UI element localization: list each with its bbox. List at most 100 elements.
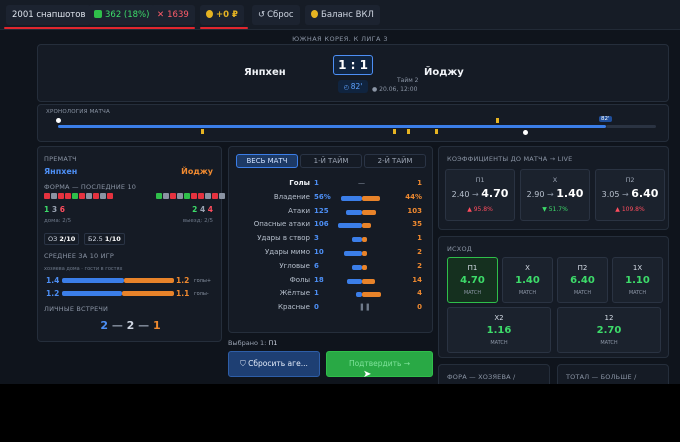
stat-away-value: 1: [417, 179, 422, 187]
prematch-odds-card[interactable]: П1 2.40 → 4.70 ▲ 95.8%: [445, 169, 515, 221]
timeline-remaining: [606, 125, 656, 128]
arrow-right-icon: →: [469, 190, 482, 199]
odds-card-change: 3.05 → 6.40: [596, 187, 664, 200]
confirm-button[interactable]: Подтвердить →: [326, 351, 433, 377]
timeline-marker: 82': [599, 116, 612, 122]
averages-title: СРЕДНЕЕ ЗА 10 ИГР: [44, 252, 114, 260]
btts-chip[interactable]: Б2.5 1/10: [84, 233, 125, 245]
stat-row: Жёлтые 1 4: [229, 289, 434, 301]
pause-icon: ❚❚: [359, 303, 371, 312]
odds-delta: ▲ 109.8%: [615, 206, 645, 213]
stat-home-bar: [338, 223, 362, 229]
cross-icon: ✕: [157, 10, 165, 20]
total-panel: ТОТАЛ — БОЛЬШЕ /: [557, 364, 669, 384]
stat-separator: —: [358, 179, 365, 187]
tab-full-match[interactable]: ВЕСЬ МАТЧ: [236, 154, 298, 168]
tab-second-half[interactable]: 2-Й ТАЙМ: [364, 154, 426, 168]
outcome-odds-button[interactable]: П2 6.40 MATCH: [557, 257, 608, 303]
stat-label: Голы: [289, 179, 310, 187]
stat-away-value: 2: [417, 261, 422, 270]
snapshots-counter[interactable]: 2001 снапшотов: [6, 5, 92, 25]
away-avg-against-bar: [122, 291, 174, 296]
profit-counter[interactable]: +0 ₽: [200, 5, 244, 25]
balance-toggle[interactable]: Баланс ВКЛ: [305, 5, 380, 25]
stat-home-value: 0: [314, 303, 319, 312]
handicap-panel: ФОРА — ХОЗЯЕВА /: [438, 364, 550, 384]
form-box: [79, 193, 85, 199]
stat-away-value: 4: [417, 289, 422, 298]
stat-label: Жёлтые: [279, 289, 310, 298]
goals-for-label: голы+: [194, 278, 212, 284]
outcome-label: П1: [467, 264, 478, 272]
handicap-title: ФОРА — ХОЗЯЕВА /: [447, 373, 516, 381]
stat-away-value: 103: [407, 206, 422, 215]
home-avg-bar: [62, 278, 124, 283]
losses-counter[interactable]: ✕ 1639: [151, 5, 195, 25]
form-box: [58, 193, 64, 199]
outcome-odds-button[interactable]: Х2 1.16 MATCH: [447, 307, 551, 353]
home-team-name: Янпхен: [244, 67, 286, 78]
outcome-value: 1.16: [486, 325, 512, 336]
league-name: ЮЖНАЯ КОРЕЯ. К ЛИГА 3: [292, 35, 388, 43]
stat-home-bar: [341, 195, 362, 201]
form-box: [205, 193, 211, 199]
prematch-odds-card[interactable]: Х 2.90 → 1.40 ▼ 51.7%: [520, 169, 590, 221]
yellow-card-icon: [407, 129, 410, 134]
underline-mark: [200, 27, 248, 29]
away-avg-against: 1.1: [176, 289, 190, 298]
underline-mark: [4, 27, 195, 29]
wins-counter[interactable]: 362 (18%): [88, 5, 156, 25]
tab-first-half[interactable]: 1-Й ТАЙМ: [300, 154, 362, 168]
odds-card-label: П1: [475, 176, 485, 184]
outcome-sub: MATCH: [600, 340, 618, 346]
odds-to: 4.70: [481, 187, 509, 200]
stat-row: Угловые 6 2: [229, 262, 434, 274]
reset-selection-button[interactable]: ⛉ Сбросить аге...: [228, 351, 320, 377]
stat-away-value: 14: [412, 275, 422, 284]
outcome-odds-button[interactable]: Х 1.40 MATCH: [502, 257, 553, 303]
stat-label: Атаки: [288, 206, 310, 215]
stat-row: Опасные атаки 106 35: [229, 220, 434, 232]
stat-home-value: 1: [314, 289, 319, 298]
prematch-home-name: Янпхен: [44, 167, 78, 176]
coin-icon: [311, 10, 318, 18]
outcome-odds-button[interactable]: П1 4.70 MATCH: [447, 257, 498, 303]
outcome-value: 2.70: [596, 325, 622, 336]
outcome-odds-button[interactable]: 1Х 1.10 MATCH: [612, 257, 663, 303]
odds-from: 2.90: [526, 190, 545, 199]
outcome-title: ИСХОД: [447, 245, 473, 253]
outcome-panel: ИСХОД П1 4.70 MATCH Х 1.40 MATCH П2 6.40 MATCH 1Х…: [438, 236, 669, 358]
outcome-sub: MATCH: [628, 290, 647, 296]
form-box: [72, 193, 78, 199]
timeline-progress: [58, 125, 606, 128]
odds-to: 1.40: [556, 187, 584, 200]
over-under-chip[interactable]: ОЗ 2/10: [44, 233, 80, 245]
prematch-panel: ПРЕМАТЧ Янпхен Йоджу ФОРМА — ПОСЛЕДНИЕ 1…: [37, 146, 225, 342]
stat-home-bar: [344, 251, 362, 256]
stat-row: Атаки 125 103: [229, 207, 434, 219]
stat-label: Удары в створ: [257, 234, 310, 243]
arrow-right-icon: →: [619, 190, 632, 199]
stat-away-bar: [362, 209, 376, 215]
reset-button[interactable]: ↺ Сброс: [252, 5, 300, 25]
outcome-odds-button[interactable]: 12 2.70 MATCH: [557, 307, 661, 353]
prematch-odds-card[interactable]: П2 3.05 → 6.40 ▲ 109.8%: [595, 169, 665, 221]
stat-away-value: 44%: [405, 192, 422, 201]
stat-row: Удары в створ 3 1: [229, 234, 434, 246]
prematch-odds-panel: КОЭФФИЦИЕНТЫ ДО МАТЧА → LIVE П1 2.40 → 4.…: [438, 146, 669, 230]
odds-card-change: 2.40 → 4.70: [446, 187, 514, 200]
stat-away-value: 2: [417, 248, 422, 256]
away-avg-for: 1.2: [176, 276, 190, 285]
form-box: [212, 193, 218, 199]
prematch-away-name: Йоджу: [181, 167, 213, 176]
stat-row: Голы 1 1 —: [229, 179, 434, 191]
shield-icon: ⛉: [240, 359, 249, 368]
averages-subtitle: хозяева дома · гости в гостях: [44, 266, 123, 272]
arrow-right-icon: →: [544, 190, 557, 199]
home-avg-against: 1.2: [46, 289, 60, 298]
stat-row: Красные 0 0 ❚❚: [229, 303, 434, 315]
form-box: [86, 193, 92, 199]
calendar-icon: ●: [372, 86, 380, 93]
prematch-title: ПРЕМАТЧ: [44, 155, 77, 163]
stat-home-value: 10: [314, 248, 324, 256]
